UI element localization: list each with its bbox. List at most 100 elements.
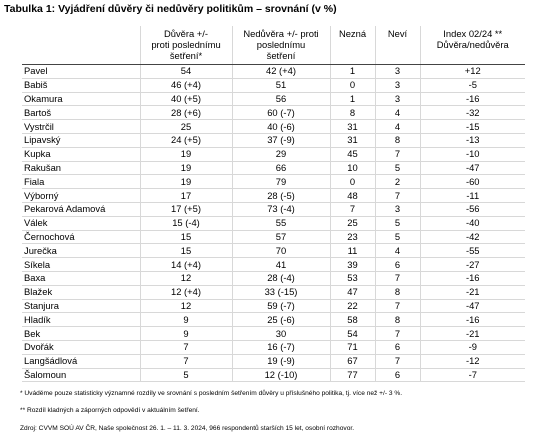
table-cell: 54 (139, 64, 232, 79)
table-cell: -10 (419, 147, 525, 162)
table-cell: 9 (139, 326, 232, 341)
politician-name: Langšádlová (22, 354, 140, 369)
table-cell: -16 (419, 92, 525, 107)
table-cell: 47 (329, 285, 375, 300)
table-cell: 7 (139, 340, 232, 355)
table-row: Pavel 54 42 (+4) 1 3 +12 (22, 64, 525, 79)
table-cell: -12 (419, 354, 525, 369)
table-cell: 6 (374, 257, 420, 272)
politician-name: Výborný (22, 188, 140, 203)
table-row: Pekarová Adamová 17 (+5) 73 (-4) 7 3 -56 (22, 202, 525, 217)
table-cell: 15 (139, 243, 232, 259)
table-cell: 1 (329, 64, 375, 79)
table-cell: 2 (374, 174, 420, 190)
table-cell: -13 (419, 133, 525, 148)
table-cell: -15 (419, 119, 525, 134)
table-row: Lipavský 24 (+5) 37 (-9) 31 8 -13 (22, 133, 525, 148)
table-cell: 15 (-4) (139, 216, 232, 231)
table-cell: -9 (419, 340, 525, 355)
politician-name: Okamura (22, 92, 140, 107)
table-cell: 59 (-7) (231, 299, 330, 314)
table-cell: 66 (231, 161, 330, 176)
table-cell: 5 (139, 368, 232, 383)
table-cell: 71 (329, 340, 375, 355)
table-cell: 53 (329, 271, 375, 286)
header-cell: Důvěra +/- proti poslednímu šetření* (139, 26, 232, 65)
table-cell: 4 (374, 243, 420, 259)
table-cell: 15 (139, 230, 232, 245)
politician-name: Baxa (22, 271, 140, 286)
table-cell: 3 (374, 64, 420, 79)
header-line: Důvěra +/- (163, 28, 209, 39)
table-cell: 19 (-9) (231, 354, 330, 369)
politician-name: Dvořák (22, 340, 140, 355)
table-cell: 4 (374, 105, 420, 121)
table-cell: 31 (329, 133, 375, 148)
table-cell: 25 (329, 216, 375, 231)
table-cell: -16 (419, 312, 525, 328)
table-cell: 1 (329, 92, 375, 107)
table-cell: 46 (+4) (139, 78, 232, 93)
table-cell: 8 (329, 105, 375, 121)
table-cell: 0 (329, 174, 375, 190)
table-cell: -42 (419, 230, 525, 245)
source-note: Zdroj: CVVM SOÚ AV ČR, Naše společnost 2… (20, 425, 355, 432)
table-row: Vystrčil 25 40 (-6) 31 4 -15 (22, 119, 525, 134)
table-row: Síkela 14 (+4) 41 39 6 -27 (22, 257, 525, 272)
table-cell: 56 (231, 92, 330, 107)
header-line: Nezná (338, 28, 367, 39)
table-row: Babiš 46 (+4) 51 0 3 -5 (22, 78, 525, 93)
table-cell: 30 (231, 326, 330, 341)
table-cell: -5 (419, 78, 525, 93)
table-cell: 29 (231, 147, 330, 162)
table-cell: 28 (+6) (139, 105, 232, 121)
table-cell: 39 (329, 257, 375, 272)
table-cell: 55 (231, 216, 330, 231)
table-cell: 51 (231, 78, 330, 93)
politician-name: Babiš (22, 78, 140, 93)
table-cell: -27 (419, 257, 525, 272)
table-cell: 17 (139, 188, 232, 203)
table-cell: 3 (374, 92, 420, 107)
table-cell: 7 (374, 147, 420, 162)
table-cell: 19 (139, 174, 232, 190)
table-cell: -56 (419, 202, 525, 217)
table-cell: 40 (+5) (139, 92, 232, 107)
table-cell: -55 (419, 243, 525, 259)
table-cell: 54 (329, 326, 375, 341)
header-line: poslednímu (256, 39, 306, 50)
table-cell: -60 (419, 174, 525, 190)
table-cell: 12 (139, 271, 232, 286)
footnote: * Uváděme pouze statisticky významné roz… (20, 390, 403, 397)
table-cell: 9 (139, 312, 232, 328)
footnote: ** Rozdíl kladných a záporných odpovědí … (20, 407, 200, 414)
politician-name: Pekarová Adamová (22, 202, 140, 217)
table-cell: 3 (374, 78, 420, 93)
table-cell: 7 (374, 354, 420, 369)
table-row: Stanjura 12 59 (-7) 22 7 -47 (22, 299, 525, 314)
header-cell: Neví (374, 26, 420, 65)
table-cell: 10 (329, 161, 375, 176)
table-row: Bartoš 28 (+6) 60 (-7) 8 4 -32 (22, 105, 525, 121)
table-cell: 8 (374, 133, 420, 148)
table-cell: 12 (+4) (139, 285, 232, 300)
header-cell: Nedůvěra +/- proti poslednímu šetření (231, 26, 330, 65)
politician-name: Lipavský (22, 133, 140, 148)
table-cell: -21 (419, 326, 525, 341)
table-cell: 3 (374, 202, 420, 217)
header-row: Důvěra +/- proti poslednímu šetření* Nedůvě… (22, 26, 525, 65)
politician-name: Jurečka (22, 243, 140, 259)
table-row: Bek 9 30 54 7 -21 (22, 326, 525, 341)
politician-name: Pavel (22, 64, 140, 79)
table-cell: 6 (374, 340, 420, 355)
table-cell: 24 (+5) (139, 133, 232, 148)
table-cell: 77 (329, 368, 375, 383)
table-cell: 5 (374, 216, 420, 231)
politician-name: Hladík (22, 312, 140, 328)
table-cell: 45 (329, 147, 375, 162)
header-line: Neví (387, 28, 408, 39)
table-cell: 17 (+5) (139, 202, 232, 217)
header-line: Index 02/24 ** (443, 28, 503, 39)
table-cell: 7 (374, 271, 420, 286)
